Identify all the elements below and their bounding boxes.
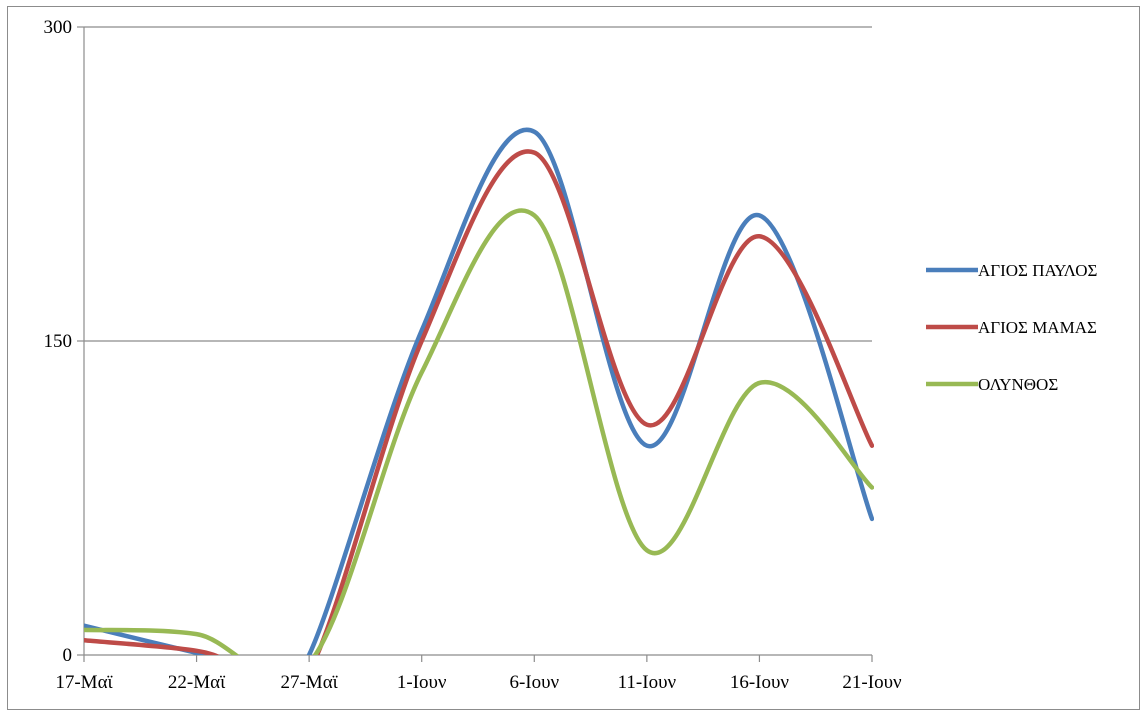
y-tick-label: 0 [63, 645, 73, 666]
x-tick-label: 22-Μαϊ [168, 672, 226, 693]
y-tick-label: 150 [44, 331, 73, 352]
legend: ΑΓΙΟΣ ΠΑΥΛΟΣ ΑΓΙΟΣ ΜΑΜΑΣ ΟΛΥΝΘΟΣ [926, 261, 1098, 394]
series-line-1 [84, 127, 874, 655]
series-line-2 [84, 149, 874, 655]
x-tick-label: 16-Ιουν [730, 672, 790, 693]
x-tick-label: 11-Ιουν [618, 672, 677, 693]
axes [77, 26, 873, 662]
x-tick-label: 17-Μαϊ [55, 672, 113, 693]
gridlines [84, 26, 872, 342]
legend-label: ΑΓΙΟΣ ΠΑΥΛΟΣ [978, 261, 1098, 280]
x-tick-label: 6-Ιουν [509, 672, 559, 693]
chart-frame [7, 6, 1140, 710]
x-tick-label: 21-Ιουν [842, 672, 902, 693]
series-line-3 [84, 208, 874, 655]
x-tick-label: 1-Ιουν [397, 672, 447, 693]
x-tick-labels: 17-Μαϊ 22-Μαϊ 27-Μαϊ 1-Ιουν 6-Ιουν 11-Ιουν 16-… [55, 672, 902, 693]
y-tick-label: 300 [44, 17, 73, 38]
legend-label: ΑΓΙΟΣ ΜΑΜΑΣ [978, 318, 1097, 337]
x-tick-label: 27-Μαϊ [280, 672, 338, 693]
series-lines [84, 127, 874, 655]
legend-label: ΟΛΥΝΘΟΣ [978, 375, 1058, 394]
y-tick-labels: 0 150 300 [44, 17, 73, 666]
